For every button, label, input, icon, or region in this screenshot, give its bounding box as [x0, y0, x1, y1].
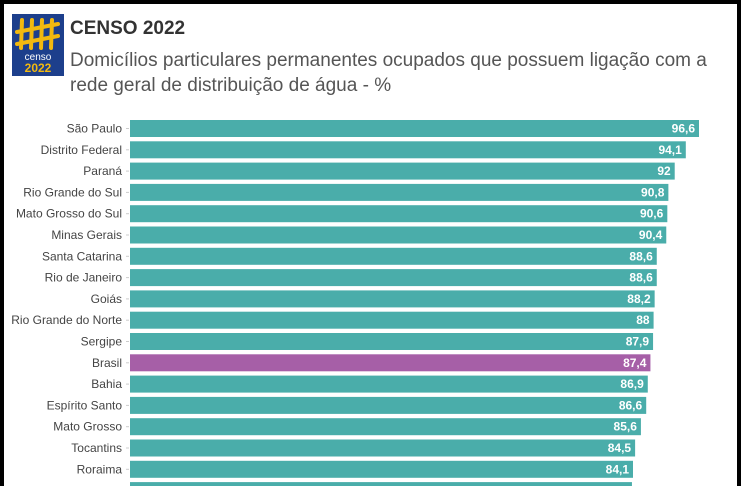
data-label: 88,6	[629, 249, 653, 263]
svg-text:censo: censo	[25, 52, 52, 63]
data-label: 87,9	[626, 335, 650, 349]
category-label: Espírito Santo	[47, 398, 123, 412]
bar	[130, 141, 686, 159]
data-label: 88,2	[627, 292, 651, 306]
bar	[130, 439, 636, 457]
chart-frame: censo 2022 CENSO 2022 Domicílios particu…	[4, 4, 737, 486]
bar	[130, 226, 667, 244]
category-label: Paraná	[83, 164, 122, 178]
bar	[130, 290, 655, 308]
category-label: Rio de Janeiro	[45, 271, 123, 285]
bar	[130, 418, 641, 436]
bar	[130, 120, 699, 137]
data-label: 87,4	[623, 356, 647, 370]
bar	[130, 396, 647, 414]
category-label: São Paulo	[67, 122, 123, 136]
bar-chart: São Paulo 96,6 Distrito Federal 94,1 Paraná 9…	[11, 120, 699, 486]
category-label: Mato Grosso do Sul	[16, 207, 122, 221]
category-label: Distrito Federal	[41, 143, 122, 157]
data-label: 84,5	[608, 441, 632, 455]
bar-partial	[130, 482, 632, 486]
data-label: 86,9	[620, 377, 644, 391]
bar	[130, 269, 657, 287]
category-label: Santa Catarina	[42, 249, 122, 263]
chart-title: CENSO 2022	[70, 18, 186, 39]
data-label: 86,6	[619, 398, 643, 412]
censo-logo: censo 2022	[12, 14, 64, 76]
category-label: Roraima	[77, 462, 123, 476]
bar	[130, 460, 633, 478]
bar	[130, 333, 654, 350]
data-label: 84,1	[606, 462, 630, 476]
data-label: 92	[657, 164, 671, 178]
bar	[130, 183, 669, 201]
category-label: Rio Grande do Norte	[11, 313, 122, 327]
data-label: 90,6	[640, 207, 664, 221]
bar	[130, 162, 675, 180]
bar	[130, 375, 648, 393]
bar	[130, 311, 654, 329]
data-label: 85,6	[614, 420, 638, 434]
data-label: 94,1	[658, 143, 682, 157]
svg-text:2022: 2022	[25, 61, 52, 75]
bar-highlight	[130, 354, 651, 372]
bar	[130, 205, 668, 223]
bar	[130, 247, 657, 265]
category-label: Mato Grosso	[53, 420, 122, 434]
chart-subtitle: Domicílios particulares permanentes ocup…	[70, 50, 707, 96]
data-label: 96,6	[672, 122, 696, 136]
data-label: 88,6	[629, 271, 653, 285]
category-label: Minas Gerais	[51, 228, 122, 242]
category-label: Rio Grande do Sul	[23, 185, 122, 199]
category-label: Brasil	[92, 356, 122, 370]
data-label: 88	[636, 313, 650, 327]
category-label: Goiás	[91, 292, 122, 306]
category-label: Tocantins	[71, 441, 122, 455]
data-label: 90,4	[639, 228, 663, 242]
category-label: Bahia	[91, 377, 122, 391]
category-label: Sergipe	[81, 335, 123, 349]
data-label: 90,8	[641, 185, 665, 199]
